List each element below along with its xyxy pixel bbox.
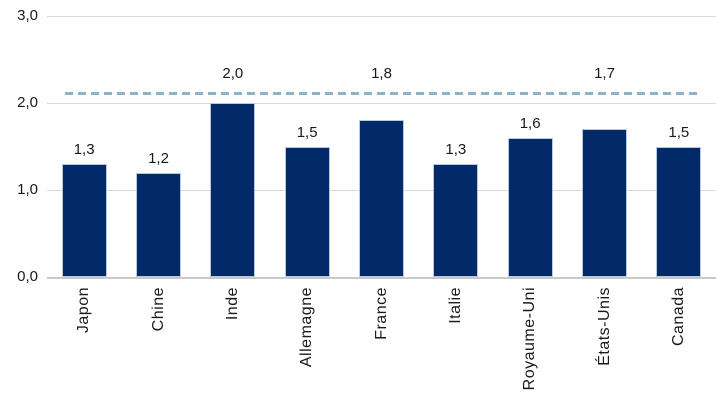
x-tick-label: Japon	[75, 287, 93, 334]
y-tick-label: 0,0	[17, 268, 38, 285]
bar	[136, 172, 181, 277]
x-tick-label: Royaume-Uni	[521, 287, 539, 391]
bar-value-label: 1,3	[73, 140, 95, 158]
y-gridline	[47, 103, 716, 104]
y-tick-label: 3,0	[17, 7, 38, 24]
bar	[582, 129, 627, 277]
x-tick-label: France	[372, 287, 390, 340]
reference-line	[65, 92, 697, 95]
bar	[433, 163, 479, 277]
y-tick-label: 1,0	[17, 181, 38, 198]
y-tick-label: 2,0	[17, 94, 38, 111]
bar-value-label: 1,5	[668, 123, 690, 141]
x-tick-label: Allemagne	[298, 287, 316, 368]
bar-value-label: 1,3	[445, 140, 467, 158]
bar	[656, 146, 702, 277]
bar	[507, 137, 553, 277]
x-axis-line	[47, 277, 716, 279]
x-tick-label: Chine	[149, 287, 167, 332]
bar-value-label: 1,2	[148, 149, 169, 167]
x-tick-label: Italie	[446, 287, 464, 324]
bar-value-label: 1,7	[594, 65, 615, 82]
bar-value-label: 1,6	[519, 114, 541, 132]
bar	[284, 146, 330, 277]
bar-value-label: 1,5	[296, 123, 318, 141]
x-tick-label: États-Unis	[595, 287, 613, 366]
bar-value-label: 2,0	[222, 65, 244, 82]
x-tick-label: Canada	[669, 287, 687, 347]
bar	[61, 163, 107, 277]
bar-value-label: 1,8	[371, 65, 392, 82]
bar	[359, 120, 404, 277]
bar	[210, 103, 256, 277]
y-gridline	[47, 16, 716, 17]
x-tick-label: Inde	[223, 287, 241, 321]
